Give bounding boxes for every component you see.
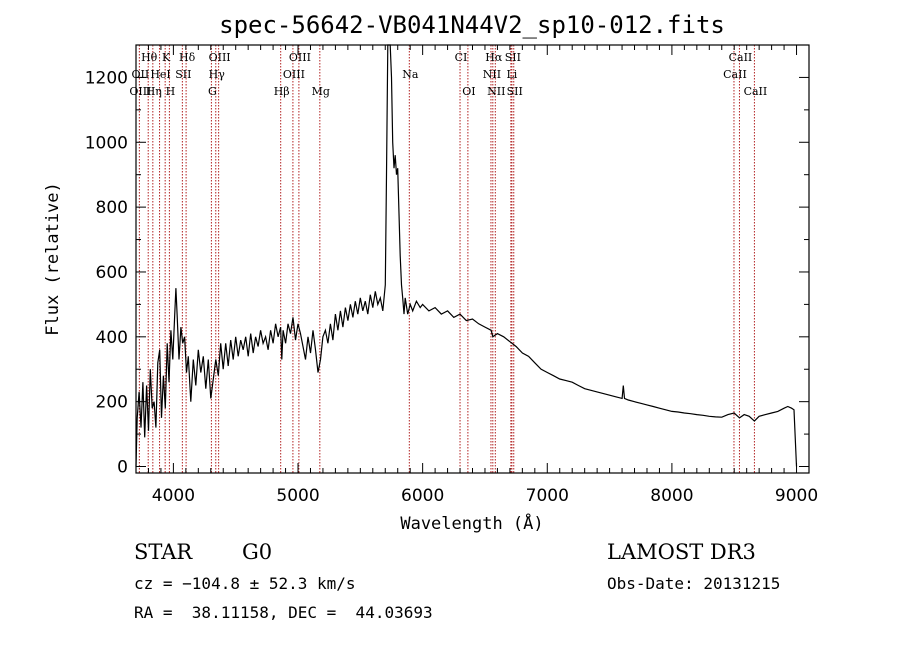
spectral-line-label: SII: [505, 51, 521, 64]
x-tick-label: 7000: [526, 486, 569, 506]
x-tick-label: 9000: [775, 486, 818, 506]
spectral-line-label: NII: [487, 85, 505, 98]
spectral-line-label: CaII: [729, 51, 753, 64]
spectral-line-label: NII: [483, 68, 501, 81]
spectral-line-label: CI: [455, 51, 468, 64]
spectral-line-label: Hβ: [274, 85, 290, 98]
spectral-line-label: HeI: [150, 68, 170, 81]
spectral-line-label: Hα: [485, 51, 503, 64]
y-axis-label: Flux (relative): [43, 182, 63, 336]
spectral-line-label: Na: [402, 68, 419, 81]
spectral-line-label: Hγ: [209, 68, 226, 81]
spectral-line-label: H: [166, 85, 176, 98]
object-subclass: G0: [242, 540, 273, 564]
spectral-line-label: OII: [132, 68, 150, 81]
x-tick-label: 4000: [152, 486, 195, 506]
x-tick-label: 6000: [401, 486, 444, 506]
spectral-line-label: OIII: [129, 85, 151, 98]
spectral-line-label: CaII: [744, 85, 768, 98]
spectral-line-label: Li: [506, 68, 517, 81]
y-tick-label: 600: [96, 263, 128, 283]
y-tick-label: 1200: [85, 68, 128, 88]
spectrum-line: [135, 44, 798, 467]
y-tick-label: 400: [96, 328, 128, 348]
spectral-line-label: K: [162, 51, 171, 64]
spectral-line-label: CaII: [723, 68, 747, 81]
spectral-line-label: Hδ: [179, 51, 196, 64]
spectral-line-label: Hη: [146, 85, 162, 98]
line-markers: [138, 45, 755, 473]
x-tick-label: 8000: [650, 486, 693, 506]
x-tick-label: 5000: [276, 486, 319, 506]
obs-date-text: Obs-Date: 20131215: [607, 574, 781, 593]
y-axis: 0 200 400 600 800 1000 1200: [85, 44, 809, 478]
y-tick-label: 1000: [85, 133, 128, 153]
y-tick-label: 200: [96, 393, 128, 413]
spectral-line-label: OIII: [283, 68, 305, 81]
spectral-line-label: SII: [507, 85, 523, 98]
y-tick-label: 800: [96, 198, 128, 218]
spectral-line-label: G: [208, 85, 217, 98]
coordinates-text: RA = 38.11158, DEC = 44.03693: [134, 603, 433, 622]
x-axis-label: Wavelength (Å): [400, 512, 543, 534]
plot-frame: [135, 44, 810, 474]
object-class: STAR: [134, 540, 193, 564]
redshift-text: cz = −104.8 ± 52.3 km/s: [134, 574, 356, 593]
spectral-line-label: SII: [175, 68, 191, 81]
spectral-line-label: OI: [462, 85, 475, 98]
spectral-line-label: Hθ: [141, 51, 158, 64]
survey-name: LAMOST DR3: [607, 540, 756, 564]
x-axis: 4000 5000 6000 7000 8000 9000: [135, 45, 818, 506]
spectral-line-label: OIII: [289, 51, 311, 64]
chart-title: spec-56642-VB041N44V2_sp10-012.fits: [219, 11, 725, 39]
y-tick-label: 0: [117, 458, 128, 478]
spectral-line-label: Mg: [312, 85, 330, 98]
spectral-line-label: OIII: [209, 51, 231, 64]
